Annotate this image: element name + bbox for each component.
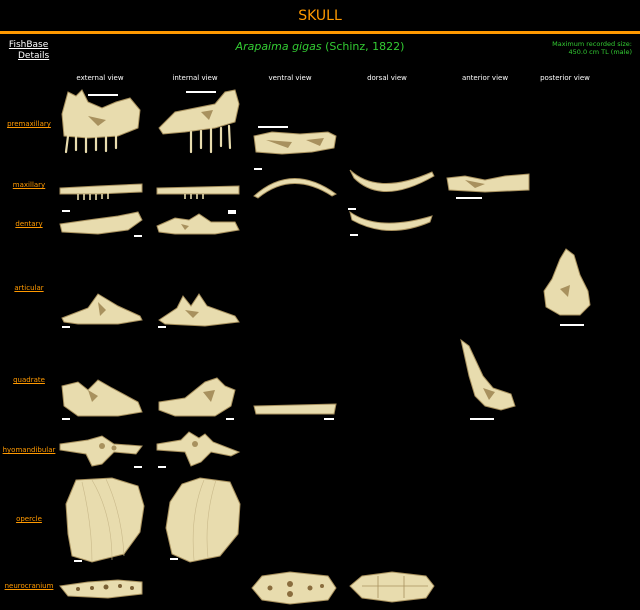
max-size-label: Maximum recorded size: bbox=[552, 40, 632, 48]
bone-link-dentary[interactable]: dentary bbox=[15, 220, 43, 228]
maxillary-anterior-view[interactable] bbox=[445, 170, 535, 196]
view-header-dorsal: dorsal view bbox=[367, 74, 407, 82]
dentary-internal-view[interactable] bbox=[155, 210, 245, 238]
scale-bar bbox=[88, 94, 118, 96]
opercle-external-view[interactable] bbox=[62, 474, 150, 566]
bone-link-maxillary[interactable]: maxillary bbox=[12, 181, 46, 189]
premaxillary-ventral-view[interactable] bbox=[252, 122, 342, 162]
scale-bar bbox=[62, 326, 70, 328]
scale-bar bbox=[470, 418, 494, 420]
bone-link-quadrate[interactable]: quadrate bbox=[13, 376, 45, 384]
bone-link-opercle[interactable]: opercle bbox=[16, 515, 42, 523]
scale-bar bbox=[134, 466, 142, 468]
species-name: Arapaima gigas bbox=[235, 40, 322, 53]
maxillary-internal-view[interactable] bbox=[155, 182, 245, 202]
scale-bar bbox=[186, 91, 216, 93]
maxillary-external-view[interactable] bbox=[58, 180, 148, 204]
scale-bar bbox=[74, 560, 82, 562]
neurocranium-ventral-view[interactable] bbox=[250, 570, 340, 606]
quadrate-external-view[interactable] bbox=[58, 376, 148, 420]
quadrate-ventral-view[interactable] bbox=[252, 402, 342, 418]
bone-link-hyomandibular[interactable]: hyomandibular bbox=[2, 446, 56, 454]
scale-bar bbox=[158, 466, 166, 468]
maxillary-ventral-view[interactable] bbox=[252, 166, 342, 200]
scale-bar bbox=[228, 212, 236, 214]
scale-bar bbox=[324, 418, 334, 420]
scale-bar bbox=[170, 558, 178, 560]
premaxillary-external-view[interactable] bbox=[58, 86, 148, 156]
quadrate-anterior-view[interactable] bbox=[455, 336, 525, 420]
scale-bar bbox=[226, 418, 234, 420]
articular-posterior-view[interactable] bbox=[540, 245, 600, 325]
dentary-dorsal-view[interactable] bbox=[348, 208, 438, 236]
scale-bar bbox=[228, 210, 236, 212]
fishbase-link-line1: FishBase bbox=[8, 40, 49, 50]
scale-bar bbox=[134, 235, 142, 237]
premaxillary-internal-view[interactable] bbox=[155, 86, 245, 156]
quadrate-internal-view[interactable] bbox=[155, 376, 245, 420]
hyomandibular-external-view[interactable] bbox=[58, 434, 148, 470]
scale-bar bbox=[254, 168, 262, 170]
species-heading: Arapaima gigas (Schinz, 1822) bbox=[200, 40, 440, 53]
articular-internal-view[interactable] bbox=[155, 290, 245, 330]
max-size-note: Maximum recorded size: 450.0 cm TL (male… bbox=[522, 40, 632, 56]
fishbase-link-line2: Details bbox=[18, 51, 50, 61]
page-title: SKULL bbox=[298, 8, 342, 24]
bone-link-neurocranium[interactable]: neurocranium bbox=[4, 582, 54, 590]
articular-external-view[interactable] bbox=[58, 290, 148, 330]
scale-bar bbox=[258, 126, 288, 128]
bone-link-articular[interactable]: articular bbox=[14, 284, 44, 292]
scale-bar bbox=[560, 324, 584, 326]
maxillary-dorsal-view[interactable] bbox=[348, 166, 438, 200]
bone-link-premaxillary[interactable]: premaxillary bbox=[7, 120, 51, 128]
max-size-value: 450.0 cm TL (male) bbox=[568, 48, 633, 56]
species-author: (Schinz, 1822) bbox=[325, 40, 405, 53]
neurocranium-dorsal-view[interactable] bbox=[348, 570, 438, 604]
neurocranium-external-view[interactable] bbox=[58, 576, 148, 602]
view-header-internal: internal view bbox=[172, 74, 218, 82]
title-rule bbox=[0, 31, 640, 34]
opercle-internal-view[interactable] bbox=[160, 474, 248, 566]
scale-bar bbox=[62, 210, 70, 212]
view-header-ventral: ventral view bbox=[268, 74, 312, 82]
fishbase-details-link[interactable]: FishBase Details bbox=[8, 40, 49, 62]
hyomandibular-internal-view[interactable] bbox=[155, 430, 245, 470]
scale-bar bbox=[456, 197, 482, 199]
dentary-external-view[interactable] bbox=[58, 210, 148, 238]
scale-bar bbox=[158, 326, 166, 328]
scale-bar bbox=[348, 208, 356, 210]
scale-bar bbox=[62, 418, 70, 420]
view-header-anterior: anterior view bbox=[461, 74, 509, 82]
view-header-external: external view bbox=[76, 74, 124, 82]
view-header-posterior: posterior view bbox=[540, 74, 590, 82]
scale-bar bbox=[350, 234, 358, 236]
